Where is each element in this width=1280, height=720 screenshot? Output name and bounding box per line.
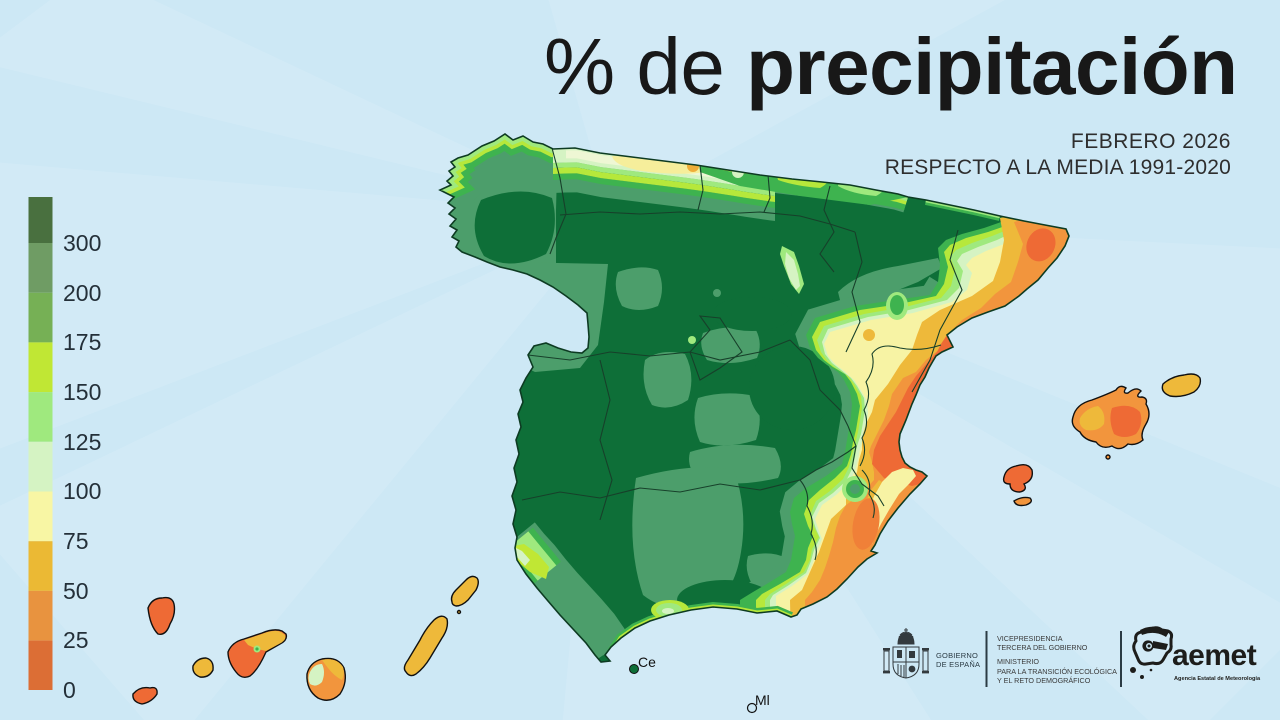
svg-text:% de precipitación: % de precipitación (544, 22, 1237, 111)
svg-text:100: 100 (63, 478, 101, 504)
svg-text:RESPECTO A LA MEDIA 1991-2020: RESPECTO A LA MEDIA 1991-2020 (885, 156, 1231, 179)
svg-text:175: 175 (63, 329, 101, 355)
svg-text:125: 125 (63, 429, 101, 455)
svg-text:VICEPRESIDENCIA: VICEPRESIDENCIA (997, 634, 1063, 643)
svg-text:50: 50 (63, 578, 89, 604)
svg-text:DE ESPAÑA: DE ESPAÑA (936, 660, 980, 669)
svg-text:Ml: Ml (755, 692, 770, 708)
svg-text:FEBRERO 2026: FEBRERO 2026 (1071, 130, 1231, 153)
svg-text:Y EL RETO DEMOGRÁFICO: Y EL RETO DEMOGRÁFICO (997, 676, 1091, 685)
svg-text:Ce: Ce (638, 654, 656, 670)
svg-text:25: 25 (63, 627, 89, 653)
svg-text:0: 0 (63, 677, 76, 703)
svg-text:PARA LA TRANSICIÓN ECOLÓGICA: PARA LA TRANSICIÓN ECOLÓGICA (997, 667, 1117, 676)
svg-text:300: 300 (63, 230, 101, 256)
svg-text:GOBIERNO: GOBIERNO (936, 651, 978, 660)
svg-text:200: 200 (63, 280, 101, 306)
svg-text:MINISTERIO: MINISTERIO (997, 657, 1039, 666)
svg-text:TERCERA DEL GOBIERNO: TERCERA DEL GOBIERNO (997, 643, 1088, 652)
svg-text:150: 150 (63, 379, 101, 405)
svg-text:75: 75 (63, 528, 89, 554)
svg-text:aemet: aemet (1172, 639, 1257, 672)
svg-text:Agencia Estatal de Meteorologí: Agencia Estatal de Meteorología (1174, 676, 1261, 682)
